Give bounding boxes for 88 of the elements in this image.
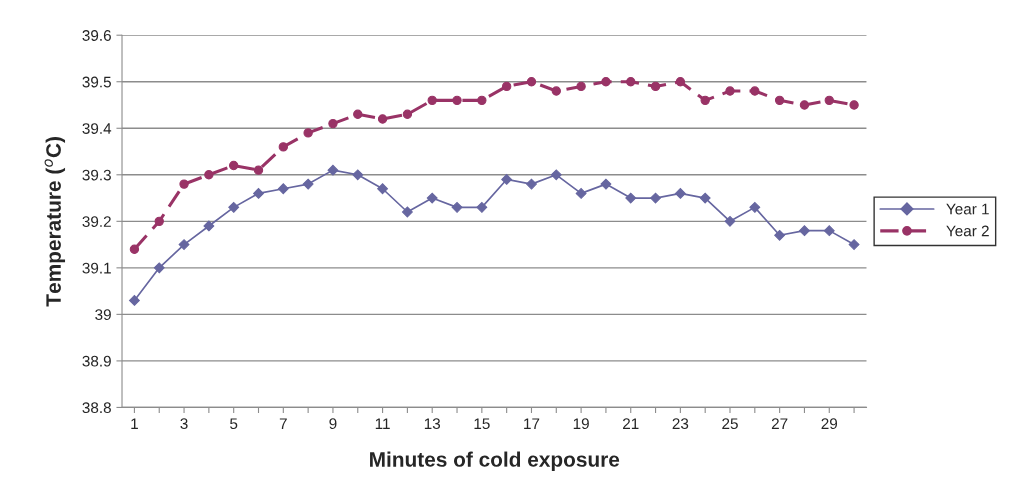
x-tick-label: 11 (375, 418, 390, 429)
x-tick-label: 7 (279, 418, 287, 429)
point (774, 95, 785, 106)
point (650, 81, 661, 92)
y-tick-label: 39.1 (82, 262, 111, 274)
point (551, 86, 561, 96)
point (550, 169, 562, 181)
x-tick-label: 29 (821, 418, 838, 430)
y-axis-title: Temperature ($^{o}$C) (44, 137, 66, 307)
point (675, 77, 686, 87)
point (328, 118, 338, 129)
point (476, 201, 488, 213)
point (451, 201, 463, 213)
point (849, 100, 859, 110)
point (253, 165, 264, 175)
x-tick-label: 27 (771, 418, 788, 429)
point (402, 109, 413, 119)
point (576, 81, 586, 92)
point (303, 128, 313, 138)
point (749, 201, 761, 213)
point (229, 160, 239, 171)
point (725, 86, 735, 96)
y-tick-label: 39.4 (82, 123, 112, 134)
point (302, 178, 314, 190)
x-tick-label: 1 (131, 418, 138, 429)
point (153, 262, 165, 274)
point (228, 201, 240, 213)
point (501, 174, 513, 185)
y-tick-label: 39 (95, 309, 111, 321)
point (699, 192, 711, 204)
point (377, 183, 389, 195)
x-tick-label: 15 (474, 418, 490, 430)
x-tick-label: 5 (230, 418, 238, 430)
point (178, 239, 190, 251)
point (799, 225, 810, 237)
legend-label: Year 2 (946, 225, 989, 237)
x-tick-label: 19 (573, 418, 589, 430)
point (774, 229, 786, 241)
point (625, 192, 637, 204)
x-tick-label: 17 (524, 418, 540, 429)
point (203, 220, 215, 232)
point (204, 170, 214, 180)
point (128, 294, 140, 306)
x-tick-label: 9 (329, 418, 337, 430)
point (179, 179, 189, 189)
point (526, 77, 537, 87)
point (327, 164, 339, 176)
point (823, 225, 835, 237)
x-tick-label: 13 (424, 418, 441, 430)
legend-label: Year 1 (946, 203, 989, 215)
point (477, 95, 487, 106)
point (824, 95, 834, 106)
x-tick-label: 23 (672, 418, 689, 430)
point (401, 206, 413, 218)
point (154, 216, 164, 227)
point (750, 86, 760, 96)
point (253, 187, 264, 199)
point (526, 178, 537, 190)
point (277, 183, 289, 195)
point (799, 100, 810, 110)
y-tick-label: 39.3 (82, 169, 111, 181)
y-tick-label: 39.5 (82, 76, 111, 88)
point (353, 109, 363, 119)
point (278, 142, 288, 152)
point (452, 95, 462, 106)
point (848, 239, 860, 251)
point (426, 192, 438, 204)
y-tick-label: 39.6 (82, 30, 111, 41)
point (650, 192, 661, 204)
y-tick-label: 38.8 (82, 402, 111, 414)
x-axis-title: Minutes of cold exposure (370, 451, 620, 471)
point (129, 244, 140, 254)
point (352, 169, 364, 181)
point (600, 178, 612, 190)
point (601, 77, 611, 87)
x-tick-label: 3 (180, 418, 188, 430)
point (377, 114, 388, 124)
x-tick-label: 21 (623, 418, 639, 429)
point (427, 95, 437, 106)
y-tick-label: 39.2 (82, 216, 111, 228)
x-tick-label: 25 (722, 418, 738, 430)
point (724, 215, 736, 227)
y-tick-label: 38.9 (82, 355, 111, 367)
point (700, 95, 710, 106)
point (626, 77, 636, 87)
point (674, 187, 686, 199)
point (501, 81, 512, 92)
point (575, 187, 587, 199)
